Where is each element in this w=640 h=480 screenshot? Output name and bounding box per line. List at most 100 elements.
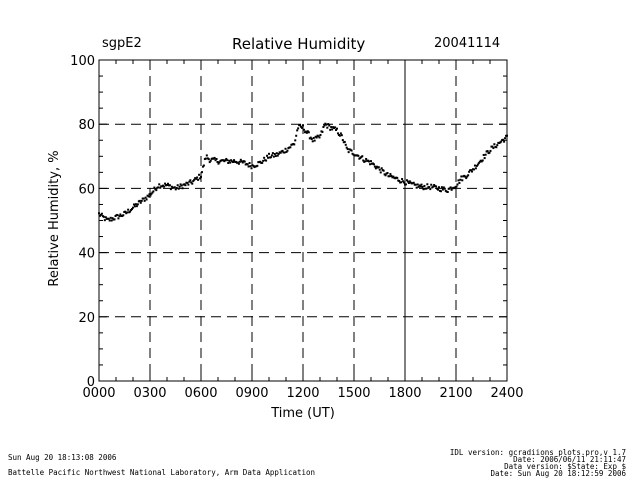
data-point: [405, 179, 408, 182]
data-point: [327, 123, 330, 126]
data-point: [322, 126, 325, 129]
data-point: [330, 126, 333, 129]
x-tick-labels: 0000 0300 0600 0900 1200 1500 1800 2100 2400: [82, 386, 523, 401]
data-point: [285, 150, 288, 153]
data-point: [145, 198, 148, 201]
data-point: [428, 186, 431, 189]
data-point: [455, 185, 458, 188]
data-point: [152, 190, 155, 193]
x-tick-label: 1800: [388, 386, 421, 401]
data-point: [495, 146, 498, 149]
data-point: [340, 134, 343, 137]
data-point: [186, 181, 189, 184]
data-point: [155, 189, 158, 192]
y-tick-labels: 0 20 40 60 80 100: [70, 54, 95, 390]
data-point: [500, 140, 503, 143]
data-point: [373, 165, 376, 168]
grid-lines: [99, 60, 507, 381]
data-point: [317, 135, 320, 138]
data-point: [169, 188, 172, 191]
data-point: [294, 139, 297, 142]
data-point: [189, 179, 192, 182]
data-point: [134, 203, 137, 206]
x-tick-label: 0000: [82, 386, 115, 401]
y-tick-label: 20: [78, 311, 95, 326]
data-point: [241, 161, 244, 164]
data-point: [129, 210, 132, 213]
data-point: [407, 182, 410, 185]
data-point: [420, 183, 423, 186]
data-point: [166, 183, 168, 186]
data-point: [274, 155, 277, 158]
data-point: [239, 158, 242, 161]
data-point: [461, 179, 464, 182]
data-point: [343, 140, 346, 143]
data-point: [466, 175, 469, 178]
data-point: [122, 214, 125, 217]
data-point: [198, 173, 201, 176]
y-tick-label: 60: [78, 182, 95, 197]
x-tick-label: 2400: [490, 386, 523, 401]
site-label: sgpE2: [102, 36, 142, 51]
data-point: [418, 184, 421, 187]
data-point: [284, 147, 287, 150]
data-point: [107, 217, 110, 220]
data-point: [99, 213, 102, 216]
data-point: [456, 183, 459, 186]
data-point: [336, 127, 338, 130]
data-point: [124, 210, 127, 213]
data-point: [475, 164, 478, 167]
data-point: [192, 180, 195, 183]
data-point: [143, 199, 146, 202]
data-point: [132, 203, 135, 206]
data-point: [132, 206, 134, 209]
y-tick-label: 80: [78, 118, 95, 133]
data-point: [482, 153, 485, 156]
data-point: [119, 213, 122, 216]
data-point: [476, 163, 479, 166]
data-point: [309, 136, 312, 139]
data-point: [336, 132, 339, 135]
data-point: [457, 179, 460, 182]
y-tick-label: 100: [70, 54, 95, 69]
data-point: [386, 171, 389, 174]
data-point: [378, 168, 381, 171]
data-point: [372, 163, 375, 166]
data-point: [174, 188, 177, 191]
data-point: [486, 150, 489, 153]
axis-ticks: [98, 59, 508, 382]
data-point: [350, 149, 353, 152]
data-point: [197, 178, 200, 181]
data-point: [334, 126, 337, 129]
data-point: [262, 159, 265, 162]
data-point: [177, 187, 180, 190]
data-point: [139, 201, 142, 204]
data-point: [224, 159, 227, 162]
data-point: [344, 143, 347, 146]
footer-version-info: IDL version: gcradiions_plots.pro,v 1.7 …: [450, 449, 626, 478]
data-point: [204, 157, 207, 160]
data-point: [270, 154, 273, 157]
data-point: [425, 187, 428, 190]
data-point: [286, 149, 289, 152]
data-point: [347, 151, 350, 154]
data-point: [460, 175, 463, 178]
footer-version-line: Date: Sun Aug 20 18:12:59 2006: [490, 469, 626, 478]
data-point: [202, 164, 205, 167]
data-point: [323, 124, 326, 127]
data-point: [213, 156, 216, 159]
data-point: [493, 143, 496, 146]
data-point: [442, 186, 445, 189]
data-point: [439, 190, 442, 193]
data-point: [421, 185, 424, 188]
data-point: [392, 175, 395, 178]
data-point: [108, 219, 111, 222]
data-point: [230, 159, 233, 162]
data-point: [370, 160, 372, 163]
data-point: [390, 174, 393, 177]
data-point: [437, 188, 440, 191]
data-point: [453, 187, 456, 190]
data-point: [379, 171, 382, 174]
data-point: [483, 157, 486, 160]
data-point: [275, 152, 278, 155]
